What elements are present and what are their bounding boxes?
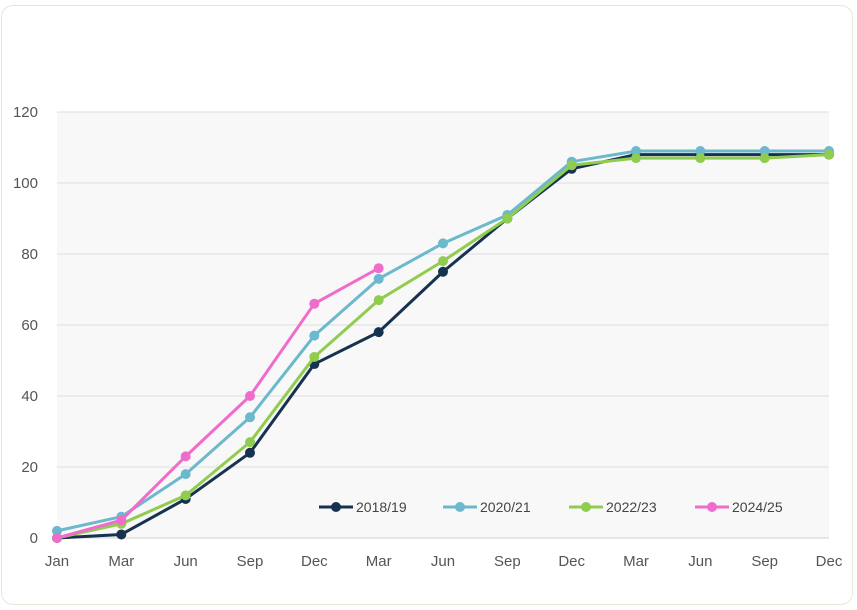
data-point <box>116 529 127 540</box>
y-tick-label: 40 <box>21 388 38 405</box>
data-point <box>245 412 255 423</box>
data-point <box>180 451 191 462</box>
x-tick-label: Dec <box>816 553 843 570</box>
data-point <box>373 327 384 338</box>
legend-item: 2020/21 <box>443 499 531 515</box>
data-point <box>759 153 770 164</box>
data-point <box>245 391 255 401</box>
data-point <box>309 351 320 362</box>
y-axis-ticks: 0 20 40 60 80 100 120 <box>13 104 38 547</box>
legend-marker <box>331 502 341 512</box>
data-point <box>566 160 577 171</box>
series-2024-25 <box>52 263 384 543</box>
x-tick-label: Mar <box>108 553 134 570</box>
gridlines <box>57 111 829 539</box>
data-point <box>309 330 320 341</box>
data-point <box>438 238 448 249</box>
data-point <box>824 149 834 160</box>
legend-marker <box>707 502 717 512</box>
y-tick-label: 120 <box>13 104 38 121</box>
x-tick-label: Sep <box>751 553 778 570</box>
data-point <box>116 515 127 526</box>
x-tick-label: Mar <box>623 553 649 570</box>
data-point <box>245 437 255 448</box>
data-point <box>180 490 191 501</box>
data-point <box>373 273 384 284</box>
x-tick-label: Jun <box>174 553 198 570</box>
data-point <box>52 533 62 543</box>
data-point <box>373 295 384 306</box>
data-point <box>245 447 255 458</box>
x-tick-label: Sep <box>494 553 521 570</box>
data-point <box>309 298 320 309</box>
x-tick-label: Sep <box>237 553 264 570</box>
data-point <box>695 153 706 164</box>
legend-item: 2022/23 <box>569 499 657 515</box>
legend: 2018/19 2020/21 2022/23 2024/25 <box>319 499 783 515</box>
legend-label: 2018/19 <box>356 499 407 515</box>
y-tick-label: 0 <box>30 530 38 547</box>
data-point <box>695 146 706 157</box>
x-tick-label: Dec <box>301 553 328 570</box>
data-point <box>438 266 448 277</box>
y-tick-label: 20 <box>21 459 38 476</box>
data-point <box>52 525 62 536</box>
data-point <box>438 256 448 267</box>
x-tick-label: Mar <box>366 553 392 570</box>
y-tick-label: 60 <box>21 317 38 334</box>
legend-marker <box>455 502 465 512</box>
x-axis-ticks: Jan Mar Jun Sep Dec Mar Jun Sep Dec Mar Jun Sep Dec <box>45 553 843 570</box>
x-tick-label: Jun <box>688 553 712 570</box>
data-point <box>631 153 641 164</box>
legend-label: 2020/21 <box>480 499 531 515</box>
series-lines <box>52 146 834 543</box>
legend-label: 2022/23 <box>606 499 657 515</box>
data-point <box>180 469 191 480</box>
legend-item: 2024/25 <box>695 499 783 515</box>
y-tick-label: 80 <box>21 246 38 263</box>
series-line <box>56 266 380 540</box>
legend-marker <box>581 502 591 512</box>
data-point <box>502 213 513 224</box>
x-tick-label: Jan <box>45 553 69 570</box>
data-point <box>631 146 641 157</box>
legend-item: 2018/19 <box>319 499 407 515</box>
data-point <box>759 146 770 157</box>
data-point <box>373 263 384 274</box>
legend-label: 2024/25 <box>732 499 783 515</box>
x-tick-label: Jun <box>431 553 455 570</box>
x-tick-label: Dec <box>558 553 585 570</box>
y-tick-label: 100 <box>13 175 38 192</box>
